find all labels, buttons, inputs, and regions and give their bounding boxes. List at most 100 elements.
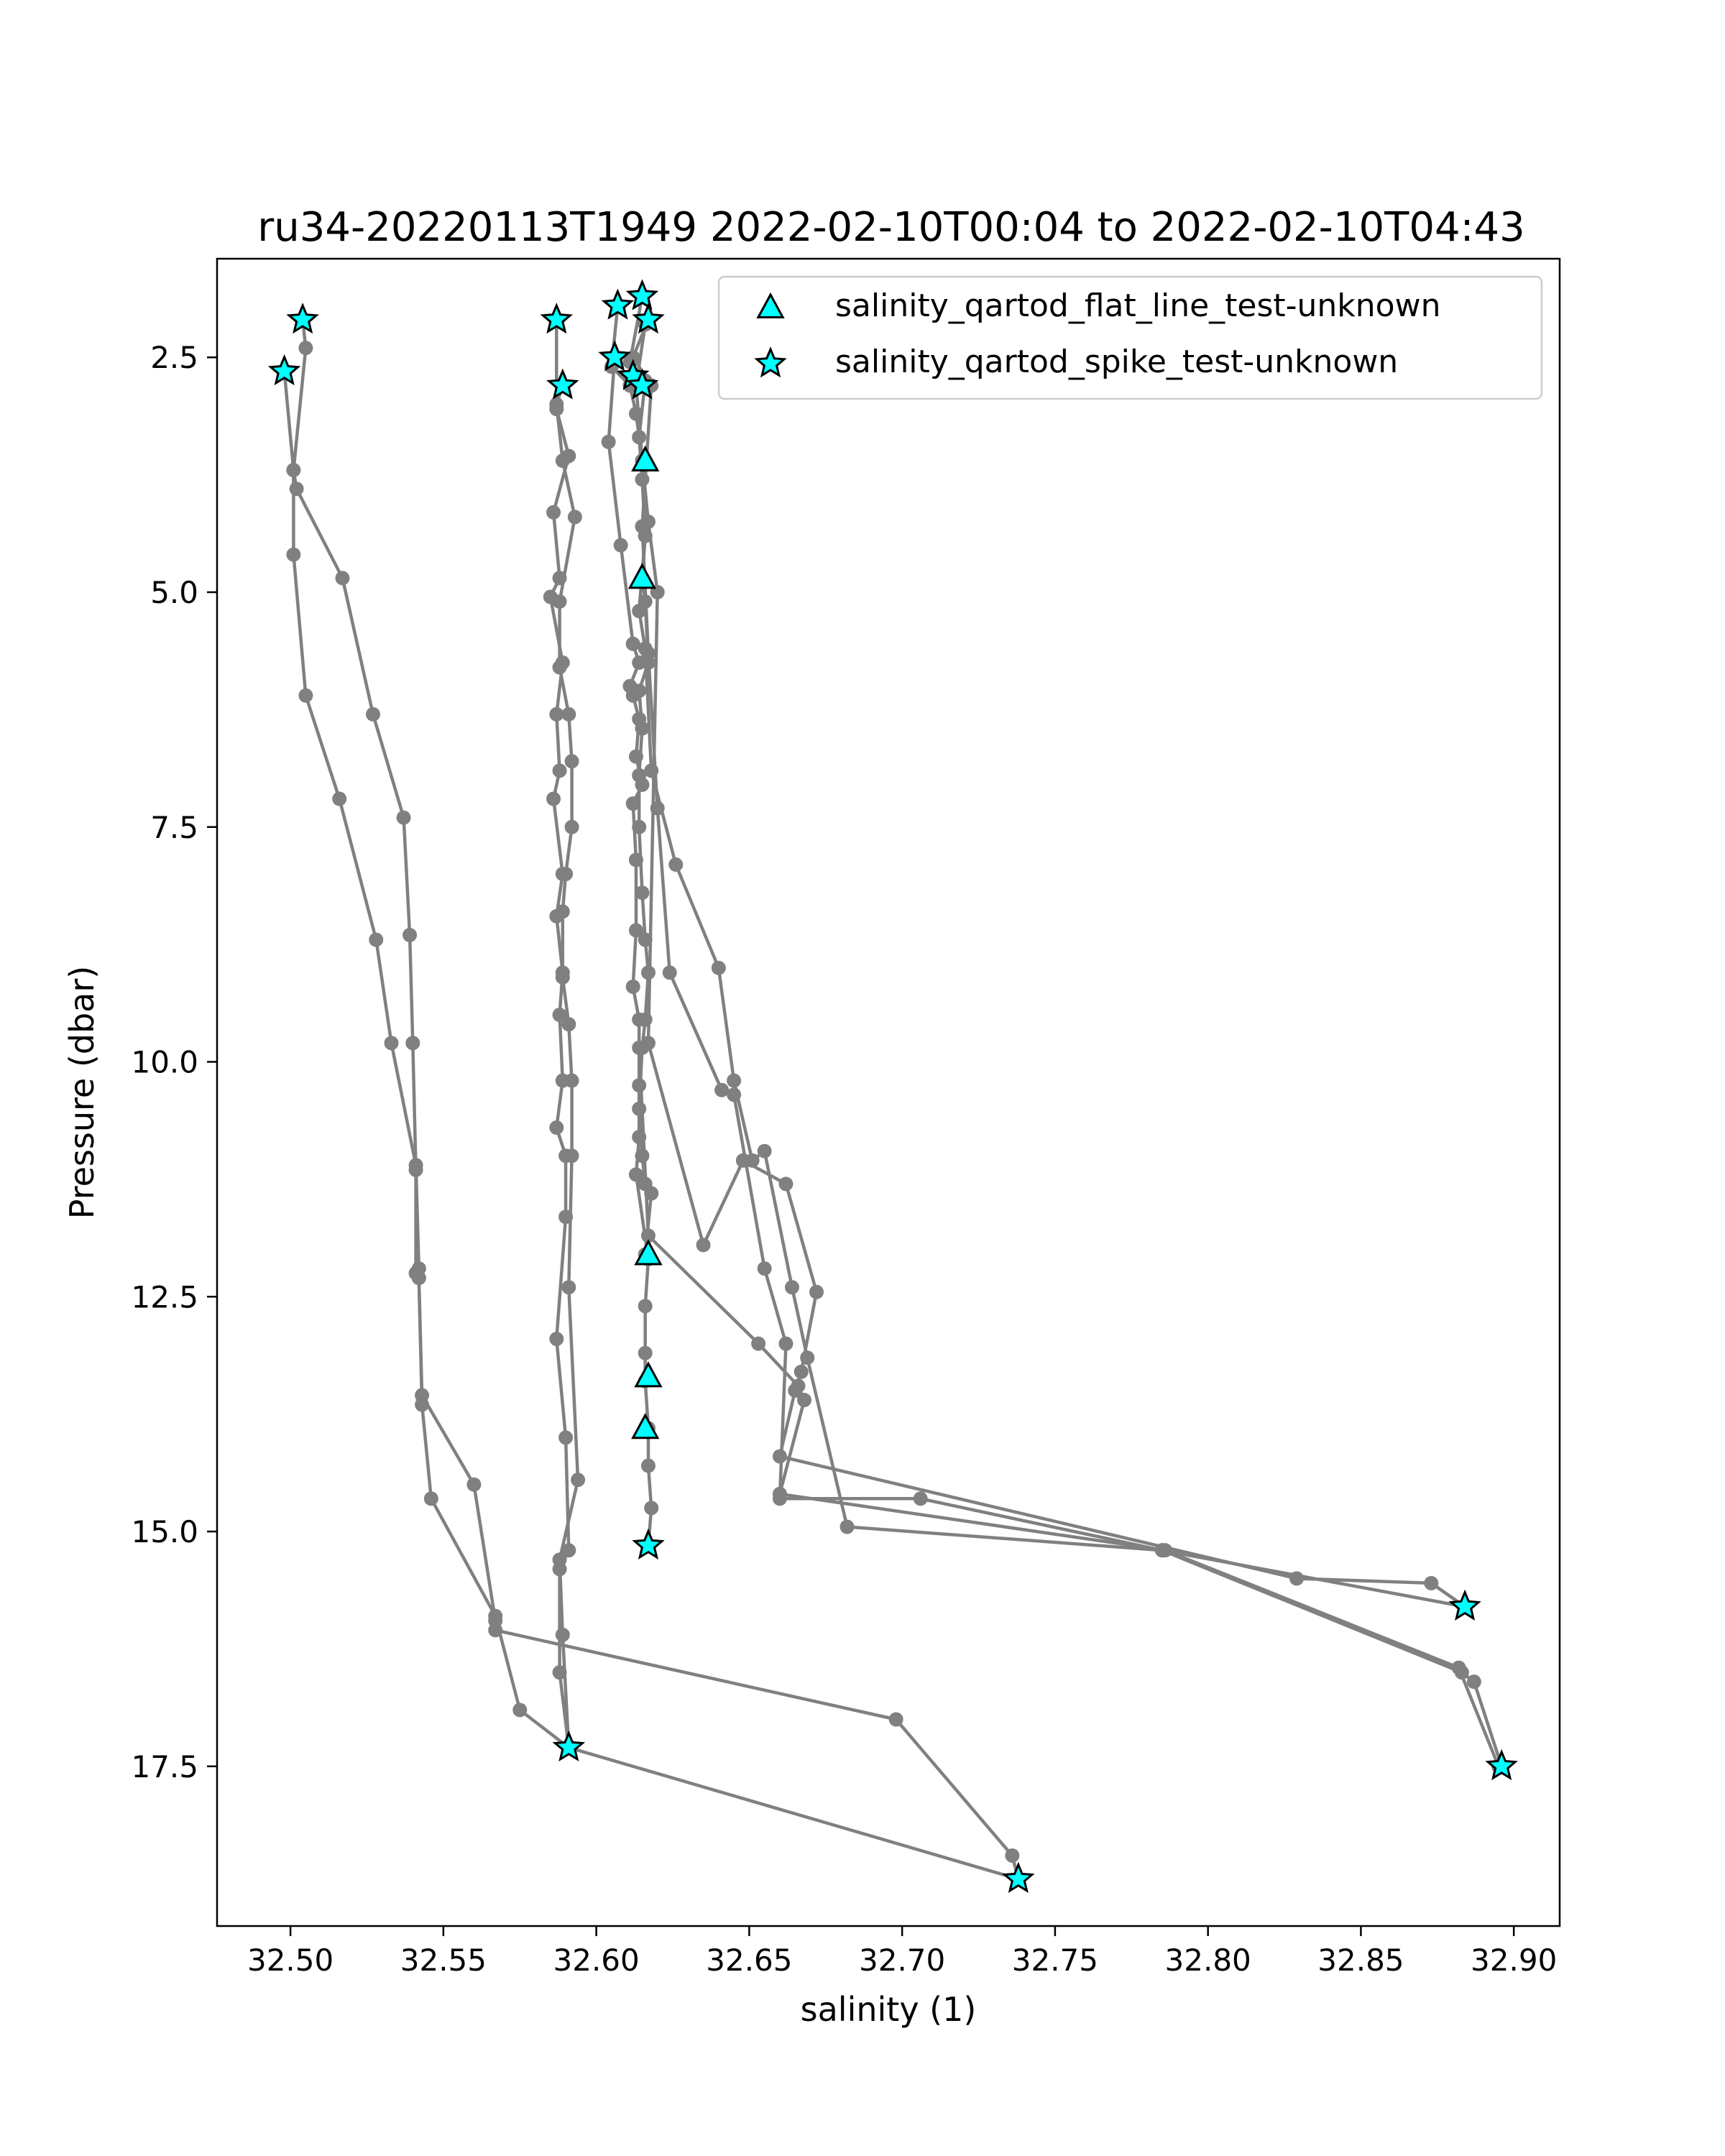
data-point xyxy=(1005,1848,1020,1863)
y-tick-label: 2.5 xyxy=(150,340,198,375)
data-point xyxy=(625,979,640,994)
data-point xyxy=(640,1458,656,1473)
spike-flag-marker xyxy=(625,279,659,310)
data-point xyxy=(711,960,726,975)
data-point xyxy=(632,1101,647,1116)
data-point xyxy=(415,1397,430,1412)
data-point xyxy=(727,1087,742,1102)
data-point xyxy=(640,514,656,529)
data-point xyxy=(564,1073,579,1088)
data-point xyxy=(662,965,677,980)
x-tick-label: 32.70 xyxy=(859,1943,945,1978)
profile-line-4 xyxy=(555,384,580,1748)
data-point xyxy=(384,1036,399,1051)
data-point xyxy=(558,867,574,882)
data-point xyxy=(635,721,650,736)
data-point xyxy=(772,1486,787,1501)
data-point xyxy=(638,1299,653,1314)
data-point xyxy=(757,1143,772,1158)
data-point xyxy=(601,434,616,449)
profile-line-9 xyxy=(634,324,1466,1608)
data-point xyxy=(644,1501,659,1516)
profile-line-2 xyxy=(282,371,1019,1881)
spike-flag-marker xyxy=(286,303,319,334)
spike-flag-marker xyxy=(1002,1861,1035,1893)
spike-flag-marker xyxy=(601,288,635,320)
flat-line-flag-marker xyxy=(634,1239,663,1266)
legend-star-icon xyxy=(754,346,787,378)
x-tick-label: 32.80 xyxy=(1165,1943,1251,1978)
flag-markers xyxy=(267,279,1518,1893)
data-point xyxy=(512,1703,528,1718)
flat-line-flag-marker xyxy=(627,563,657,589)
data-point xyxy=(632,604,647,619)
data-point xyxy=(794,1364,809,1379)
data-point xyxy=(561,1543,576,1558)
x-tick-label: 32.75 xyxy=(1012,1943,1098,1978)
data-point xyxy=(396,810,411,825)
data-point xyxy=(289,482,304,497)
data-point xyxy=(628,1167,643,1182)
data-point xyxy=(840,1519,855,1534)
spike-flag-marker xyxy=(267,354,301,386)
data-point xyxy=(751,1336,766,1351)
data-point xyxy=(411,1271,426,1286)
data-point xyxy=(632,683,647,699)
x-axis-label: salinity (1) xyxy=(801,1990,977,2029)
data-point xyxy=(549,397,564,412)
spike-flag-marker xyxy=(625,368,659,400)
data-point xyxy=(549,1332,564,1347)
legend-triangle-icon xyxy=(756,292,785,318)
data-point xyxy=(286,463,301,478)
data-point xyxy=(1424,1575,1439,1590)
chart-title: ru34-20220113T1949 2022-02-10T00:04 to 2… xyxy=(257,204,1524,251)
data-point xyxy=(571,1473,586,1488)
data-point xyxy=(555,904,570,919)
data-point xyxy=(628,923,643,938)
data-point xyxy=(298,341,313,356)
data-point xyxy=(546,791,561,806)
data-point xyxy=(625,350,640,365)
y-tick-label: 15.0 xyxy=(131,1514,198,1549)
data-point xyxy=(635,885,650,900)
spike-flag-marker xyxy=(1448,1589,1481,1621)
x-tick-label: 32.65 xyxy=(706,1943,792,1978)
data-point xyxy=(549,1120,564,1135)
data-point xyxy=(809,1284,824,1299)
data-point xyxy=(784,1280,799,1295)
data-point xyxy=(796,1393,811,1408)
data-point xyxy=(555,1627,570,1642)
data-point xyxy=(552,1008,567,1023)
data-point xyxy=(335,571,350,586)
data-point xyxy=(564,819,579,834)
data-point xyxy=(567,510,582,525)
data-point xyxy=(405,1036,420,1051)
data-point xyxy=(552,660,567,675)
legend-box xyxy=(717,275,1543,400)
data-point xyxy=(564,1148,579,1164)
spike-flag-marker xyxy=(552,1730,586,1761)
data-point xyxy=(366,706,381,722)
data-point xyxy=(552,594,567,609)
data-point xyxy=(298,688,313,703)
data-point xyxy=(757,1261,772,1276)
data-point xyxy=(561,1017,576,1032)
data-point xyxy=(555,969,570,985)
x-tick-label: 32.60 xyxy=(553,1943,640,1978)
x-axis: 32.50 32.55 32.60 32.65 32.70 32.75 32.80 32.85… xyxy=(247,1926,1557,1978)
y-tick-label: 12.5 xyxy=(131,1279,198,1314)
y-axis-label: Pressure (dbar) xyxy=(63,966,101,1219)
data-point xyxy=(552,1552,567,1567)
spike-flag-marker xyxy=(632,1528,665,1560)
data-point xyxy=(549,706,564,722)
data-point xyxy=(613,538,628,553)
y-tick-label: 5.0 xyxy=(150,575,198,610)
data-point xyxy=(625,796,640,811)
plot-frame xyxy=(216,257,1561,1927)
y-tick-label: 17.5 xyxy=(131,1749,198,1784)
data-point xyxy=(668,857,684,872)
flat-line-flag-marker xyxy=(631,1413,660,1439)
legend: salinity_qartod_flat_line_test-unknown s… xyxy=(717,275,1543,400)
data-point xyxy=(286,547,301,562)
